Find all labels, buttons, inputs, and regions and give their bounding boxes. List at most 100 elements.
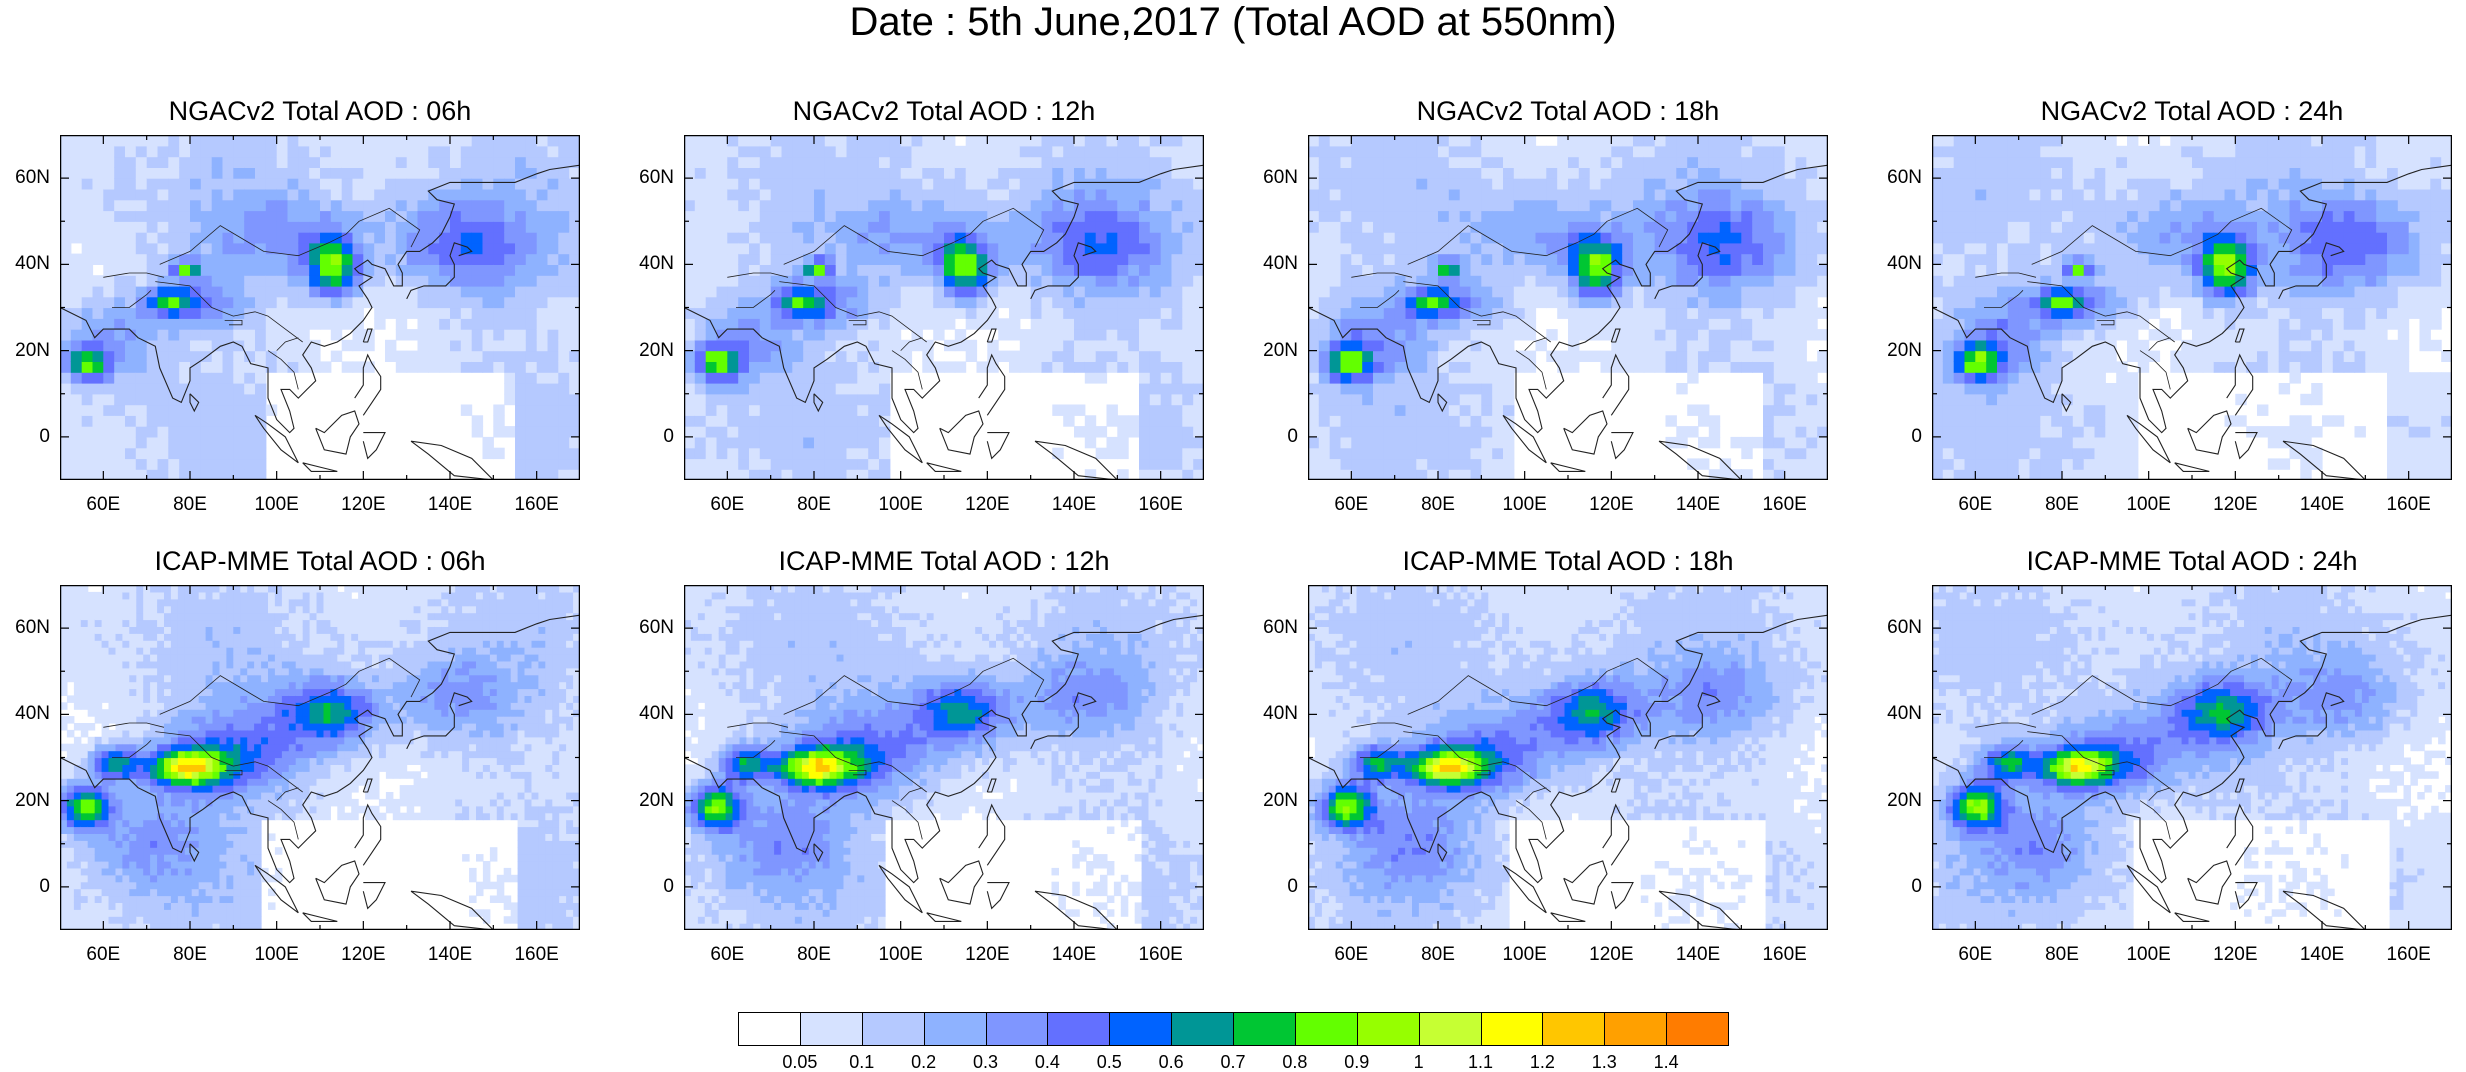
colorbar-swatch bbox=[738, 1012, 801, 1046]
coastline bbox=[1035, 441, 1117, 480]
lat-label: 60N bbox=[624, 168, 674, 188]
coastline bbox=[940, 861, 983, 904]
coastline bbox=[987, 433, 1009, 459]
colorbar-swatch bbox=[1666, 1012, 1729, 1046]
lon-label: 80E bbox=[1403, 495, 1473, 515]
coastline bbox=[987, 883, 1009, 909]
lon-label: 80E bbox=[1403, 945, 1473, 965]
colorbar-swatch bbox=[1109, 1012, 1172, 1046]
lon-label: 140E bbox=[1039, 945, 1109, 965]
lon-label: 60E bbox=[692, 495, 762, 515]
lon-label: 100E bbox=[242, 945, 312, 965]
aod-field bbox=[60, 135, 580, 480]
coastline bbox=[363, 433, 385, 459]
lat-label: 20N bbox=[0, 791, 50, 811]
lat-label: 60N bbox=[1872, 618, 1922, 638]
colorbar-swatch bbox=[800, 1012, 863, 1046]
colorbar-swatch bbox=[1481, 1012, 1544, 1046]
colorbar-label: 0.9 bbox=[1327, 1052, 1387, 1072]
lon-label: 80E bbox=[155, 495, 225, 515]
lat-label: 40N bbox=[624, 704, 674, 724]
lon-label: 100E bbox=[2114, 495, 2184, 515]
lon-label: 80E bbox=[2027, 945, 2097, 965]
coastline bbox=[316, 411, 359, 454]
panel-title: ICAP-MME Total AOD : 24h bbox=[1912, 545, 2466, 577]
aod-field bbox=[1308, 135, 1828, 480]
lon-label: 160E bbox=[1750, 495, 1820, 515]
lat-label: 0 bbox=[1248, 427, 1298, 447]
aod-map bbox=[1932, 135, 2452, 480]
lat-label: 0 bbox=[0, 877, 50, 897]
lon-label: 120E bbox=[952, 945, 1022, 965]
lat-label: 40N bbox=[1248, 254, 1298, 274]
coastline bbox=[2188, 861, 2231, 904]
colorbar-label: 0.6 bbox=[1141, 1052, 1201, 1072]
colorbar-label: 0.3 bbox=[956, 1052, 1016, 1072]
coastline bbox=[1611, 883, 1633, 909]
coastline bbox=[927, 913, 962, 922]
lon-label: 60E bbox=[692, 945, 762, 965]
aod-map bbox=[684, 135, 1204, 480]
colorbar-label: 0.7 bbox=[1203, 1052, 1263, 1072]
coastline bbox=[2175, 913, 2210, 922]
lon-label: 120E bbox=[2200, 945, 2270, 965]
panel-title: NGACv2 Total AOD : 06h bbox=[40, 95, 600, 127]
lon-label: 160E bbox=[502, 495, 572, 515]
coastline bbox=[316, 861, 359, 904]
coastline bbox=[411, 441, 493, 480]
lon-label: 100E bbox=[242, 495, 312, 515]
colorbar-swatch bbox=[1295, 1012, 1358, 1046]
lon-label: 100E bbox=[1490, 495, 1560, 515]
aod-map bbox=[60, 585, 580, 930]
aod-field bbox=[1932, 135, 2452, 480]
lat-label: 40N bbox=[1248, 704, 1298, 724]
colorbar-swatch bbox=[1357, 1012, 1420, 1046]
lon-label: 100E bbox=[1490, 945, 1560, 965]
aod-map bbox=[1308, 135, 1828, 480]
lon-label: 140E bbox=[2287, 495, 2357, 515]
lon-label: 100E bbox=[866, 495, 936, 515]
coastline bbox=[363, 883, 385, 909]
colorbar-swatch bbox=[924, 1012, 987, 1046]
lon-label: 120E bbox=[1576, 495, 1646, 515]
panel-title: NGACv2 Total AOD : 24h bbox=[1912, 95, 2466, 127]
panel-title: ICAP-MME Total AOD : 06h bbox=[40, 545, 600, 577]
lat-label: 0 bbox=[0, 427, 50, 447]
lon-label: 60E bbox=[1316, 945, 1386, 965]
colorbar-label: 0.05 bbox=[770, 1052, 830, 1072]
lat-label: 20N bbox=[0, 341, 50, 361]
colorbar-swatch bbox=[1047, 1012, 1110, 1046]
panel-title: ICAP-MME Total AOD : 18h bbox=[1288, 545, 1848, 577]
colorbar-swatch bbox=[986, 1012, 1049, 1046]
lon-label: 80E bbox=[155, 945, 225, 965]
colorbar-label: 1.1 bbox=[1451, 1052, 1511, 1072]
lon-label: 100E bbox=[866, 945, 936, 965]
figure-title: Date : 5th June,2017 (Total AOD at 550nm… bbox=[0, 0, 2466, 50]
aod-field bbox=[684, 135, 1204, 480]
lon-label: 80E bbox=[779, 495, 849, 515]
coastline bbox=[1551, 463, 1586, 472]
colorbar-label: 0.5 bbox=[1079, 1052, 1139, 1072]
colorbar-label: 1.3 bbox=[1574, 1052, 1634, 1072]
colorbar-label: 0.2 bbox=[894, 1052, 954, 1072]
colorbar bbox=[738, 1012, 1728, 1046]
lon-label: 120E bbox=[328, 945, 398, 965]
lat-label: 40N bbox=[1872, 704, 1922, 724]
lon-label: 160E bbox=[502, 945, 572, 965]
aod-field bbox=[684, 585, 1204, 930]
lat-label: 60N bbox=[0, 168, 50, 188]
panel-title: NGACv2 Total AOD : 18h bbox=[1288, 95, 1848, 127]
lat-label: 60N bbox=[0, 618, 50, 638]
lon-label: 140E bbox=[1039, 495, 1109, 515]
lat-label: 60N bbox=[1248, 168, 1298, 188]
coastline bbox=[1551, 913, 1586, 922]
lon-label: 120E bbox=[952, 495, 1022, 515]
colorbar-swatch bbox=[1171, 1012, 1234, 1046]
lon-label: 140E bbox=[415, 495, 485, 515]
lon-label: 160E bbox=[1126, 945, 1196, 965]
colorbar-label: 0.4 bbox=[1017, 1052, 1077, 1072]
colorbar-swatch bbox=[1604, 1012, 1667, 1046]
